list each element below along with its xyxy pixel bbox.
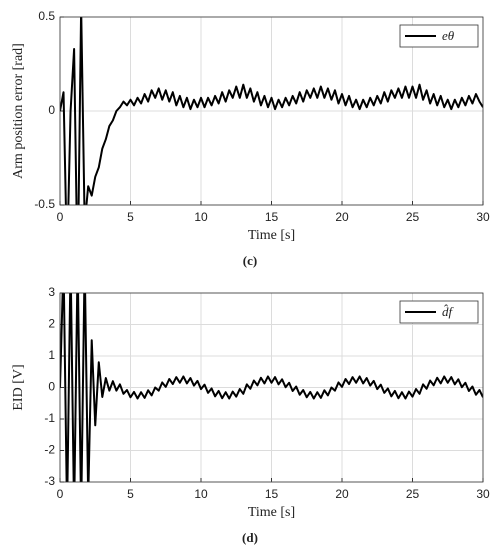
y-tick-label: 0 [48, 380, 55, 394]
data-line [60, 293, 483, 482]
legend-label: d̂f [442, 304, 455, 319]
caption: (c) [243, 253, 257, 268]
x-tick-label: 0 [57, 210, 64, 224]
x-axis-label: Time [s] [248, 228, 295, 243]
legend-box [399, 300, 479, 324]
y-tick-label: 0.5 [38, 9, 55, 23]
y-tick-label: 0 [48, 103, 55, 117]
x-axis-label: Time [s] [248, 505, 295, 520]
x-tick-label: 15 [265, 210, 279, 224]
y-tick-label: -1 [44, 411, 55, 425]
caption: (d) [242, 530, 258, 545]
x-tick-label: 10 [194, 210, 208, 224]
axes-box [59, 16, 484, 206]
x-tick-label: 10 [194, 487, 208, 501]
x-tick-label: 30 [476, 210, 490, 224]
y-tick-label: -0.5 [34, 197, 55, 211]
y-tick-label: 3 [48, 285, 55, 299]
panel: 0 5 10 15 20 25 30 -3 -2 -1 0 1 2 3 d̂f Time [s] EID [V]… [11, 285, 490, 545]
y-axis-label: Arm position error [rad] [11, 43, 26, 179]
x-tick-label: 0 [57, 487, 64, 501]
x-tick-label: 5 [127, 487, 134, 501]
x-tick-label: 20 [335, 210, 349, 224]
y-tick-label: 2 [48, 317, 55, 331]
y-tick-label: -2 [44, 443, 55, 457]
y-axis-label: EID [V] [11, 364, 26, 410]
axes-box [59, 292, 484, 483]
y-tick-label: 1 [48, 348, 55, 362]
x-tick-label: 30 [476, 487, 490, 501]
x-tick-label: 5 [127, 210, 134, 224]
data-line [60, 17, 483, 205]
x-tick-label: 25 [406, 487, 420, 501]
y-tick-label: -3 [44, 474, 55, 488]
legend-box [399, 24, 479, 48]
x-tick-label: 15 [265, 487, 279, 501]
x-tick-label: 25 [406, 210, 420, 224]
legend-label: eθ [442, 28, 455, 43]
x-tick-label: 20 [335, 487, 349, 501]
